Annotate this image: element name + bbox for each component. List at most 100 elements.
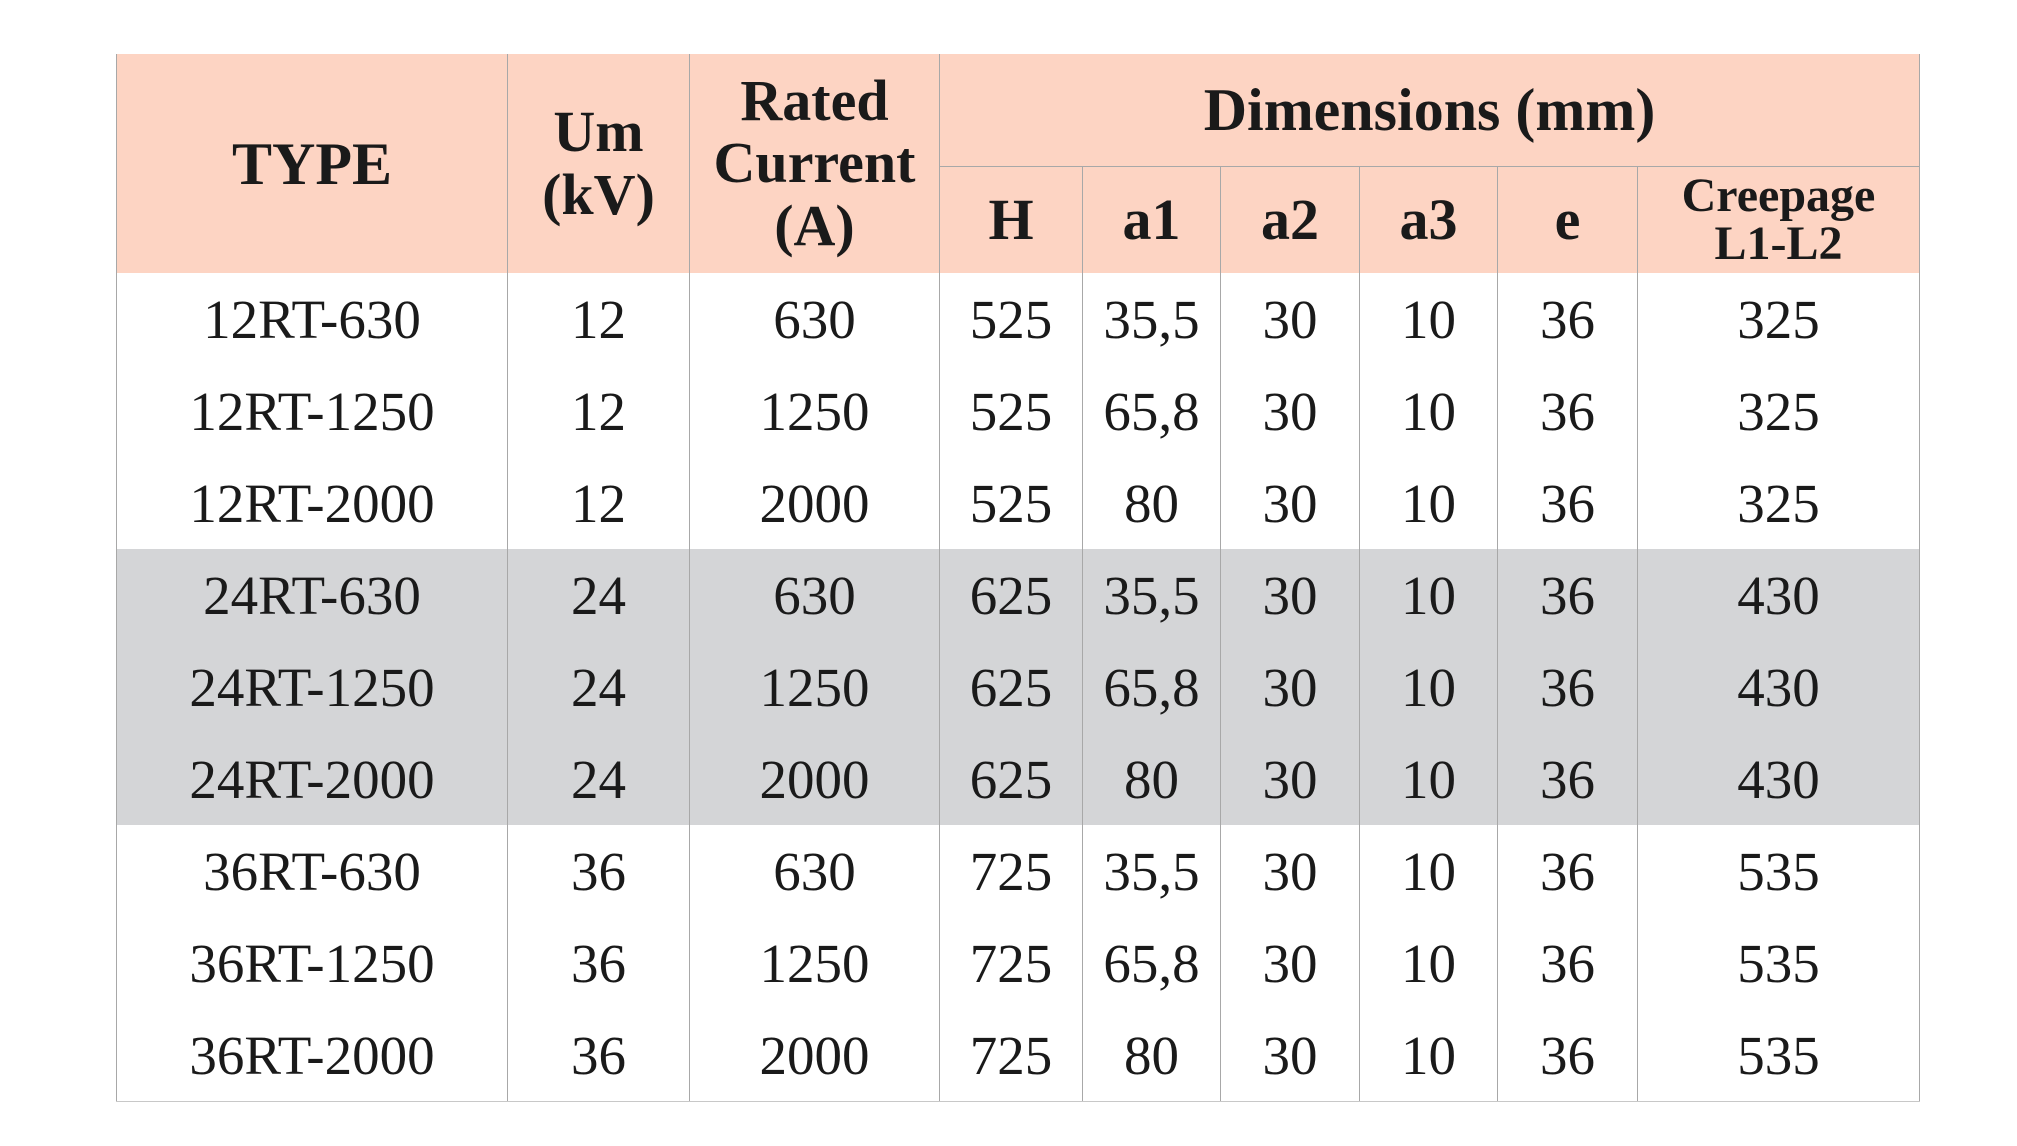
- cell-current: 630: [689, 825, 940, 917]
- cell-um: 24: [507, 549, 690, 641]
- cell-creepage: 325: [1636, 273, 1921, 365]
- cell-type: 36RT-630: [116, 825, 508, 917]
- cell-h: 625: [939, 641, 1083, 733]
- cell-um: 36: [507, 825, 690, 917]
- cell-h: 525: [939, 273, 1083, 365]
- cell-e: 36: [1497, 825, 1638, 917]
- cell-a3: 10: [1359, 917, 1498, 1009]
- header-e: e: [1497, 166, 1638, 273]
- cell-a3: 10: [1359, 365, 1498, 457]
- cell-a2: 30: [1220, 457, 1360, 549]
- cell-a3: 10: [1359, 457, 1498, 549]
- header-um-label: Um: [553, 98, 644, 164]
- cell-um: 24: [507, 641, 690, 733]
- table-body: 12RT-630 12 630 525 35,5 30 10 36 325 12…: [116, 273, 1921, 1102]
- cell-a1: 65,8: [1082, 917, 1221, 1009]
- cell-a1: 35,5: [1082, 549, 1221, 641]
- cell-creepage: 325: [1636, 457, 1921, 549]
- cell-h: 725: [939, 1009, 1083, 1102]
- cell-h: 725: [939, 917, 1083, 1009]
- cell-a1: 65,8: [1082, 365, 1221, 457]
- cell-creepage: 535: [1636, 1009, 1921, 1102]
- cell-a1: 65,8: [1082, 641, 1221, 733]
- cell-e: 36: [1497, 733, 1638, 825]
- cell-h: 525: [939, 457, 1083, 549]
- table-row: 36RT-1250 36 1250 725 65,8 30 10 36 535: [116, 917, 1921, 1009]
- cell-a2: 30: [1220, 1009, 1360, 1102]
- cell-e: 36: [1497, 549, 1638, 641]
- header-a2: a2: [1220, 166, 1360, 273]
- cell-type: 24RT-1250: [116, 641, 508, 733]
- cell-a2: 30: [1220, 641, 1360, 733]
- cell-a1: 80: [1082, 457, 1221, 549]
- table-row: 12RT-2000 12 2000 525 80 30 10 36 325: [116, 457, 1921, 549]
- cell-a2: 30: [1220, 917, 1360, 1009]
- cell-type: 36RT-1250: [116, 917, 508, 1009]
- cell-a3: 10: [1359, 733, 1498, 825]
- header-creepage-line2: L1-L2: [1714, 217, 1843, 270]
- cell-a2: 30: [1220, 273, 1360, 365]
- header-um: Um (kV): [507, 54, 690, 273]
- cell-type: 36RT-2000: [116, 1009, 508, 1102]
- header-um-unit: (kV): [542, 161, 655, 227]
- cell-h: 725: [939, 825, 1083, 917]
- cell-h: 525: [939, 365, 1083, 457]
- table-row: 24RT-630 24 630 625 35,5 30 10 36 430: [116, 549, 1921, 641]
- specifications-table: TYPE Um (kV) Rated Current (A) Dimension…: [116, 54, 1921, 1102]
- cell-current: 1250: [689, 641, 940, 733]
- cell-a3: 10: [1359, 641, 1498, 733]
- header-h: H: [939, 166, 1083, 273]
- cell-a3: 10: [1359, 273, 1498, 365]
- table-row: 12RT-1250 12 1250 525 65,8 30 10 36 325: [116, 365, 1921, 457]
- cell-e: 36: [1497, 641, 1638, 733]
- cell-type: 24RT-2000: [116, 733, 508, 825]
- cell-a1: 80: [1082, 1009, 1221, 1102]
- header-a1: a1: [1082, 166, 1221, 273]
- cell-current: 2000: [689, 733, 940, 825]
- header-rated-line1: Rated: [740, 67, 889, 133]
- table-row: 36RT-2000 36 2000 725 80 30 10 36 535: [116, 1009, 1921, 1102]
- cell-e: 36: [1497, 273, 1638, 365]
- cell-type: 12RT-2000: [116, 457, 508, 549]
- cell-a2: 30: [1220, 365, 1360, 457]
- cell-e: 36: [1497, 1009, 1638, 1102]
- cell-a3: 10: [1359, 825, 1498, 917]
- header-rated-line2: Current: [713, 130, 916, 196]
- cell-a1: 35,5: [1082, 273, 1221, 365]
- cell-current: 630: [689, 273, 940, 365]
- header-dimensions: Dimensions (mm): [938, 54, 1921, 167]
- table-row: 24RT-1250 24 1250 625 65,8 30 10 36 430: [116, 641, 1921, 733]
- cell-creepage: 430: [1636, 641, 1921, 733]
- cell-creepage: 325: [1636, 365, 1921, 457]
- cell-creepage: 430: [1636, 733, 1921, 825]
- cell-um: 12: [507, 365, 690, 457]
- cell-um: 24: [507, 733, 690, 825]
- cell-type: 12RT-1250: [116, 365, 508, 457]
- table-row: 12RT-630 12 630 525 35,5 30 10 36 325: [116, 273, 1921, 365]
- cell-a1: 80: [1082, 733, 1221, 825]
- header-rated-line3: (A): [774, 192, 855, 258]
- header-a3: a3: [1359, 166, 1498, 273]
- cell-um: 12: [507, 273, 690, 365]
- header-rated-current: Rated Current (A): [689, 54, 940, 273]
- cell-e: 36: [1497, 365, 1638, 457]
- cell-current: 2000: [689, 1009, 940, 1102]
- header-creepage: Creepage L1-L2: [1636, 166, 1921, 273]
- cell-e: 36: [1497, 917, 1638, 1009]
- cell-a2: 30: [1220, 549, 1360, 641]
- cell-creepage: 535: [1636, 825, 1921, 917]
- cell-um: 12: [507, 457, 690, 549]
- cell-h: 625: [939, 733, 1083, 825]
- table-header: TYPE Um (kV) Rated Current (A) Dimension…: [116, 54, 1921, 273]
- cell-a2: 30: [1220, 825, 1360, 917]
- cell-a3: 10: [1359, 1009, 1498, 1102]
- table-row: 36RT-630 36 630 725 35,5 30 10 36 535: [116, 825, 1921, 917]
- header-creepage-line1: Creepage: [1681, 169, 1876, 222]
- cell-a2: 30: [1220, 733, 1360, 825]
- cell-h: 625: [939, 549, 1083, 641]
- cell-um: 36: [507, 1009, 690, 1102]
- cell-current: 2000: [689, 457, 940, 549]
- cell-e: 36: [1497, 457, 1638, 549]
- cell-creepage: 535: [1636, 917, 1921, 1009]
- cell-um: 36: [507, 917, 690, 1009]
